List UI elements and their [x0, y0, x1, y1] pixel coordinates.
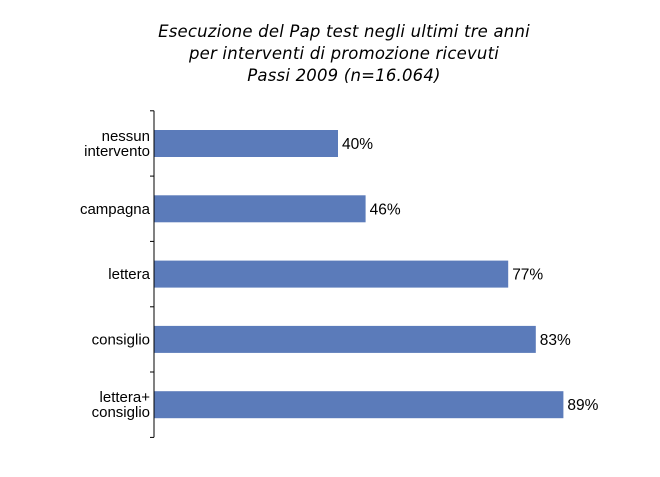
category-label: nessun: [102, 128, 150, 145]
chart-title-line-1: Esecuzione del Pap test negli ultimi tre…: [158, 22, 530, 41]
category-label: campagna: [80, 201, 151, 218]
data-label: 83%: [540, 332, 571, 349]
bar: [154, 391, 564, 419]
chart-title: Esecuzione del Pap test negli ultimi tre…: [158, 22, 530, 85]
category-label: consiglio: [92, 331, 150, 348]
bar: [154, 260, 509, 288]
category-label: lettera+: [100, 389, 151, 406]
category-label: intervento: [84, 143, 150, 160]
bar: [154, 195, 366, 223]
chart-title-line-2: per interventi di promozione ricevuti: [188, 44, 499, 63]
chart-title-line-3: Passi 2009 (n=16.064): [247, 66, 440, 85]
data-label: 40%: [342, 136, 373, 153]
data-label: 89%: [567, 397, 598, 414]
data-label: 77%: [512, 267, 543, 284]
data-label: 46%: [370, 201, 401, 218]
bar: [154, 325, 536, 353]
category-label: lettera: [108, 266, 150, 283]
category-label: consiglio: [92, 404, 150, 421]
bar: [154, 130, 338, 157]
